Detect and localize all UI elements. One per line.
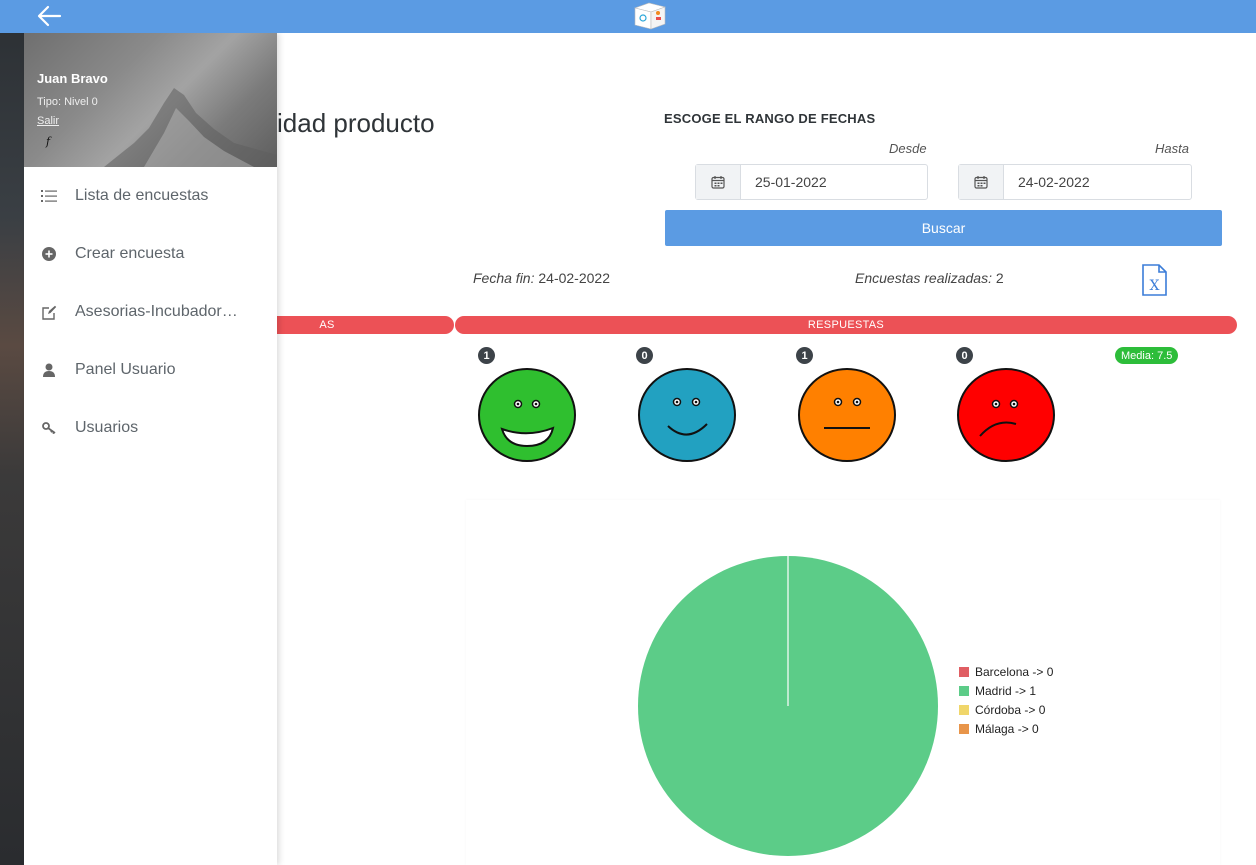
- user-tipo: Tipo: Nivel 0: [37, 96, 98, 108]
- buscar-button[interactable]: Buscar: [665, 210, 1222, 246]
- fecha-fin-label: Fecha fin:: [473, 270, 535, 286]
- count-badge: 1: [478, 347, 495, 364]
- realizadas-value: 2: [995, 270, 1004, 286]
- edit-icon: [41, 305, 57, 320]
- top-bar: [0, 0, 1256, 33]
- excel-icon[interactable]: X: [1140, 264, 1168, 296]
- sidebar-item-asesorias[interactable]: Asesorias-Incubador…: [24, 283, 277, 341]
- legend-label: Córdoba -> 0: [975, 702, 1046, 717]
- logout-link[interactable]: Salir: [37, 115, 60, 127]
- encuestas-realizadas: Encuestas realizadas: 2: [855, 270, 1004, 286]
- plus-circle-icon: [41, 247, 57, 261]
- list-icon: [41, 189, 57, 203]
- sidebar-drawer: Juan Bravo Tipo: Nivel 0 Salir f Lista d…: [24, 33, 277, 865]
- hasta-date-value[interactable]: 24-02-2022: [1018, 174, 1090, 190]
- svg-text:X: X: [1150, 278, 1160, 294]
- desde-date-field[interactable]: 25-01-2022: [695, 164, 928, 200]
- respuestas-bar: RESPUESTAS: [455, 316, 1237, 334]
- date-range-title: ESCOGE EL RANGO DE FECHAS: [664, 111, 876, 126]
- user-icon: [41, 363, 57, 377]
- sidebar-item-label: Usuarios: [75, 419, 139, 436]
- user-name: Juan Bravo: [37, 71, 108, 86]
- very-happy-face-icon[interactable]: [477, 366, 577, 464]
- hasta-date-field[interactable]: 24-02-2022: [958, 164, 1192, 200]
- sad-face-icon[interactable]: [956, 366, 1056, 464]
- legend-swatch: [959, 723, 969, 734]
- legend-item[interactable]: Barcelona -> 0: [959, 662, 1053, 681]
- calendar-icon[interactable]: [696, 165, 741, 199]
- key-icon: [41, 422, 57, 434]
- legend-item[interactable]: Córdoba -> 0: [959, 700, 1053, 719]
- legend-swatch: [959, 704, 969, 715]
- sidebar-item-label: Lista de encuestas: [75, 187, 209, 204]
- neutral-face-icon[interactable]: [797, 366, 897, 464]
- pie-chart: [638, 556, 938, 856]
- count-badge: 0: [956, 347, 973, 364]
- profile-header: Juan Bravo Tipo: Nivel 0 Salir f: [24, 33, 277, 167]
- facebook-icon[interactable]: f: [46, 135, 51, 148]
- desde-date-value[interactable]: 25-01-2022: [755, 174, 827, 190]
- legend-swatch: [959, 666, 969, 677]
- sidebar-item-crear-encuesta[interactable]: Crear encuesta: [24, 225, 277, 283]
- legend-item[interactable]: Málaga -> 0: [959, 719, 1053, 738]
- legend-label: Málaga -> 0: [975, 721, 1039, 736]
- sidebar-item-label: Panel Usuario: [75, 361, 176, 378]
- hasta-label: Hasta: [1155, 141, 1189, 156]
- desde-label: Desde: [889, 141, 927, 156]
- background-photo: [0, 0, 24, 865]
- calendar-icon[interactable]: [959, 165, 1004, 199]
- mountain-background: [104, 88, 277, 167]
- chart-legend: Barcelona -> 0 Madrid -> 1 Córdoba -> 0 …: [959, 662, 1053, 738]
- sidebar-item-usuarios[interactable]: Usuarios: [24, 399, 277, 457]
- fecha-fin: Fecha fin: 24-02-2022: [473, 270, 610, 286]
- legend-swatch: [959, 685, 969, 696]
- sidebar-item-label: Crear encuesta: [75, 245, 185, 262]
- sidebar-item-panel-usuario[interactable]: Panel Usuario: [24, 341, 277, 399]
- app-logo-icon[interactable]: [631, 0, 669, 30]
- legend-label: Madrid -> 1: [975, 683, 1037, 698]
- arrow-left-icon[interactable]: [36, 4, 62, 28]
- happy-face-icon[interactable]: [637, 366, 737, 464]
- fecha-fin-value: 24-02-2022: [538, 270, 610, 286]
- count-badge: 1: [796, 347, 813, 364]
- sidebar-item-lista-encuestas[interactable]: Lista de encuestas: [24, 167, 277, 225]
- realizadas-label: Encuestas realizadas:: [855, 270, 992, 286]
- page-title: idad producto: [277, 108, 435, 138]
- count-badge: 0: [636, 347, 653, 364]
- media-badge: Media: 7.5: [1115, 347, 1179, 364]
- sidebar-item-label: Asesorias-Incubador…: [75, 303, 238, 320]
- sidebar-menu: Lista de encuestas Crear encuesta Asesor…: [24, 167, 277, 457]
- legend-item[interactable]: Madrid -> 1: [959, 681, 1053, 700]
- legend-label: Barcelona -> 0: [975, 664, 1054, 679]
